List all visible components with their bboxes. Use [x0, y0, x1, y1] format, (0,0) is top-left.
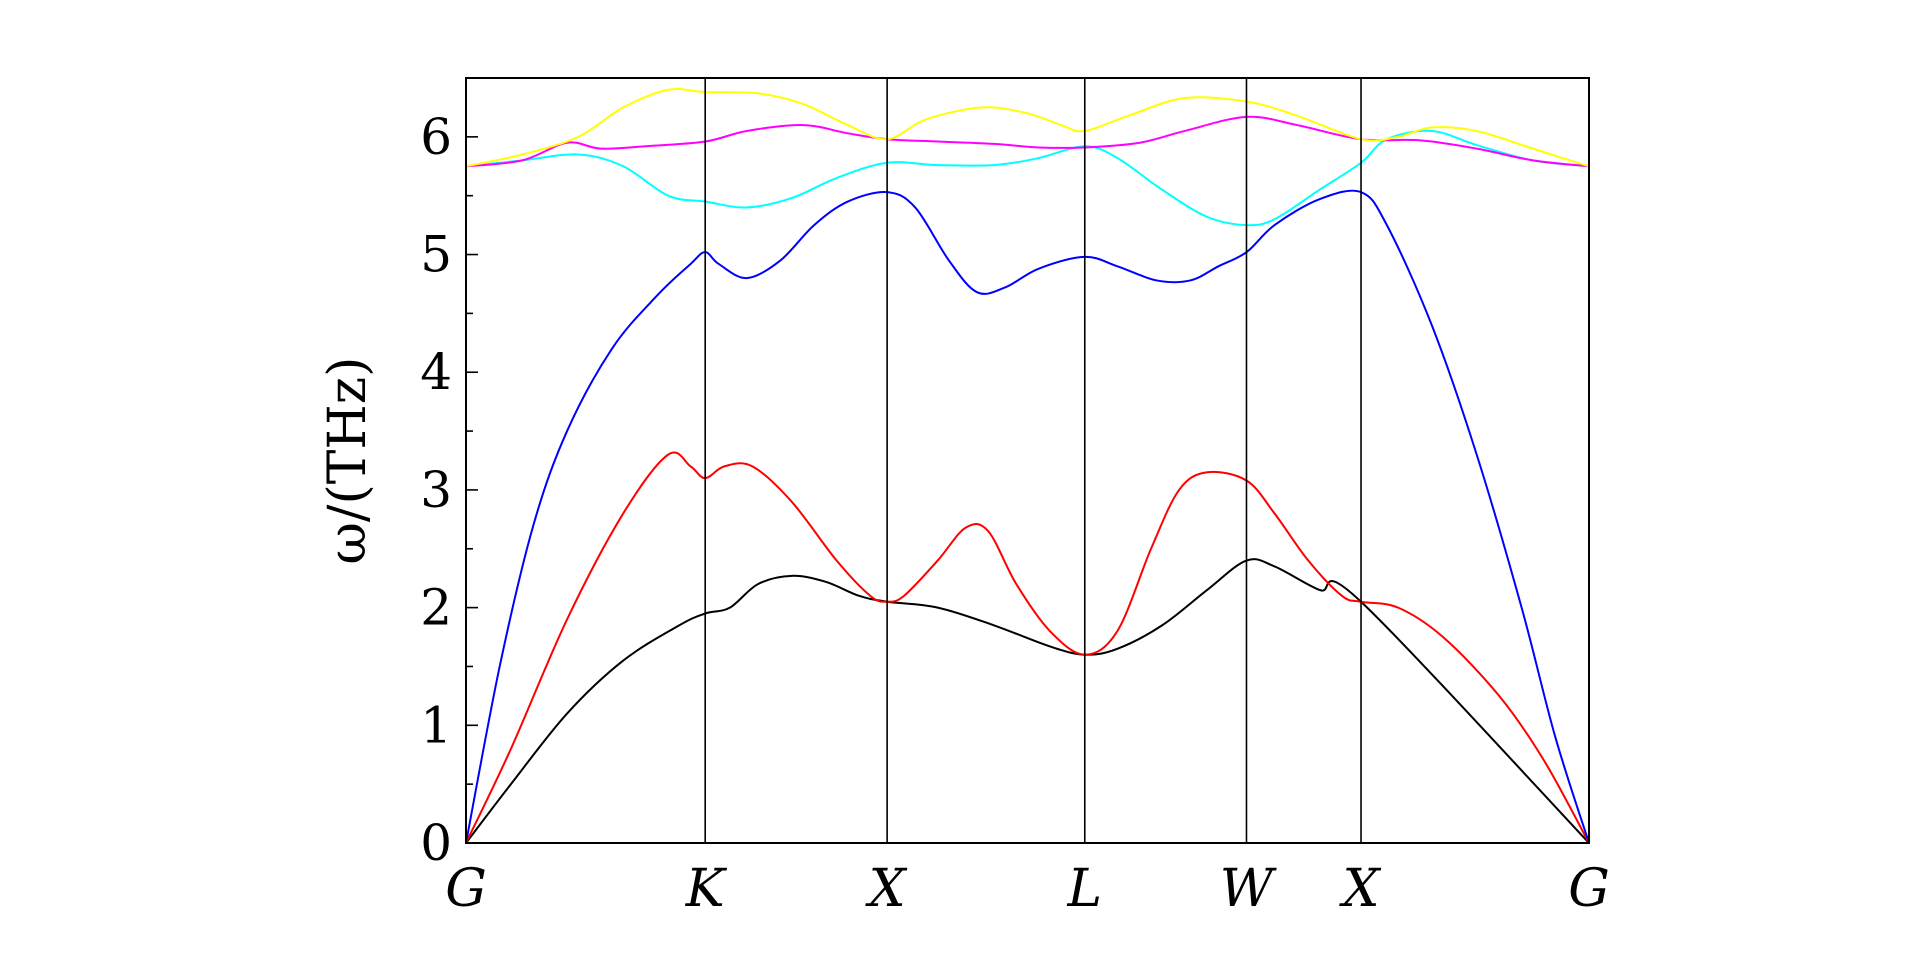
y-tick-label: 1 — [420, 696, 452, 754]
x-tick-label-k: K — [685, 859, 728, 919]
y-tick-label: 0 — [420, 814, 452, 872]
x-tick-label-g: G — [445, 859, 487, 919]
series-line-1 — [465, 558, 1590, 844]
series-line-2 — [465, 451, 1590, 844]
series-line-5 — [465, 115, 1590, 168]
x-tick-label-l: L — [1067, 859, 1103, 919]
x-tick-label-x: X — [865, 859, 908, 919]
y-tick-label: 3 — [420, 461, 452, 519]
high-symmetry-lines — [704, 78, 1362, 843]
y-tick-label: 4 — [420, 343, 452, 401]
y-axis-label: ω/(THz) — [318, 357, 378, 565]
series-line-6 — [465, 87, 1590, 168]
series-group — [465, 87, 1590, 844]
x-tick-label-g: G — [1568, 859, 1610, 919]
series-line-4 — [465, 129, 1590, 227]
y-tick-label: 6 — [420, 108, 452, 166]
y-tick-label: 2 — [420, 579, 452, 637]
x-tick-label-x: X — [1339, 859, 1382, 919]
x-tick-label-w: W — [1220, 859, 1277, 919]
plot-frame — [465, 77, 1590, 844]
series-line-3 — [465, 189, 1590, 844]
y-tick-label: 5 — [420, 226, 452, 284]
y-axis-ticks: 0 1 2 3 4 5 6 — [420, 77, 478, 872]
